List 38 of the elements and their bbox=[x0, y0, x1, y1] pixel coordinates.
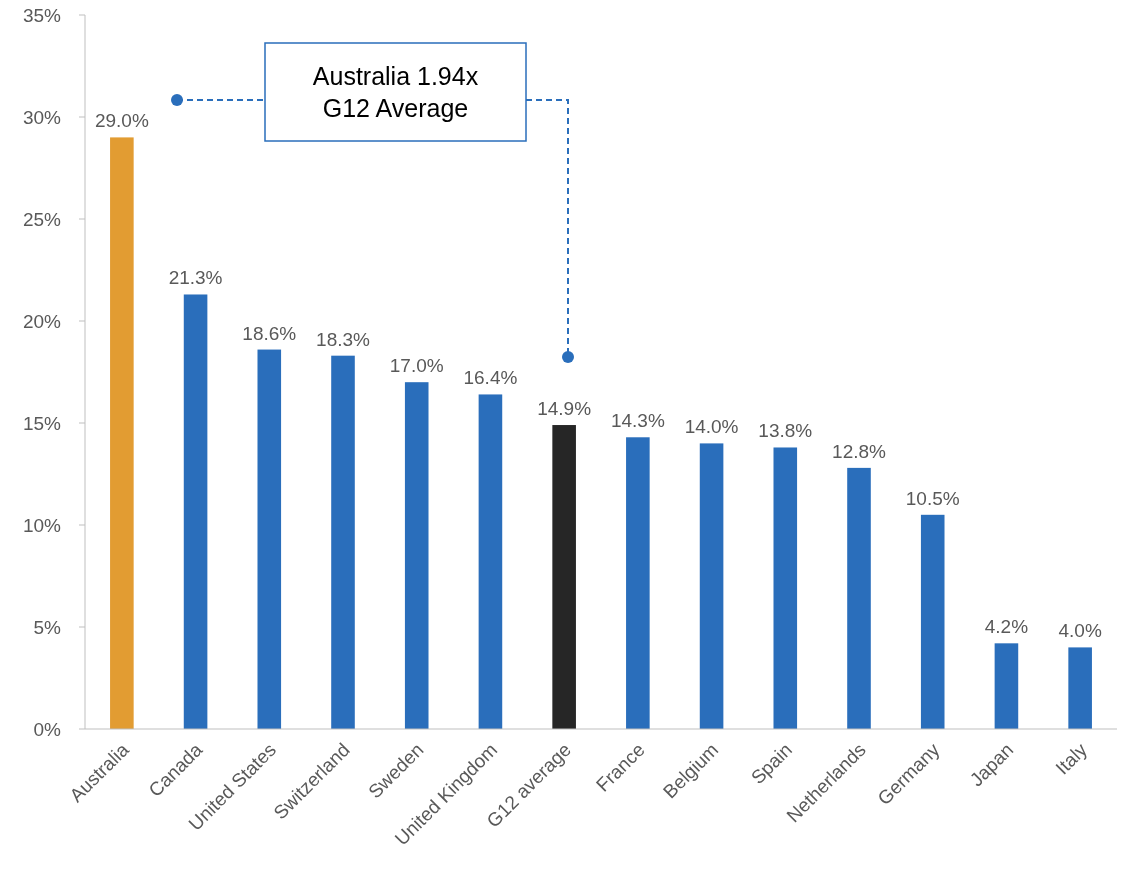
data-label: 21.3% bbox=[168, 267, 223, 289]
bar bbox=[478, 394, 503, 729]
bar bbox=[920, 514, 945, 729]
data-label: 14.9% bbox=[537, 398, 592, 420]
bar bbox=[331, 355, 355, 729]
y-tick-label: 5% bbox=[33, 616, 62, 638]
data-label: 12.8% bbox=[832, 440, 887, 462]
y-tick-label: 30% bbox=[22, 106, 62, 128]
bar bbox=[257, 349, 282, 729]
data-label: 4.2% bbox=[984, 616, 1029, 638]
x-tick-label: Italy bbox=[1051, 738, 1092, 779]
y-tick-label: 15% bbox=[22, 412, 62, 434]
bar bbox=[552, 425, 576, 729]
data-label: 16.4% bbox=[463, 367, 518, 389]
data-label: 14.3% bbox=[610, 410, 665, 432]
y-tick-label: 25% bbox=[22, 208, 62, 230]
y-tick-label: 10% bbox=[22, 514, 62, 536]
data-label: 18.6% bbox=[242, 322, 297, 344]
data-label: 4.0% bbox=[1058, 620, 1102, 642]
bar bbox=[773, 447, 798, 729]
data-label: 18.3% bbox=[316, 328, 371, 350]
bar bbox=[626, 437, 650, 729]
bar bbox=[1068, 647, 1092, 729]
bar bbox=[994, 643, 1019, 729]
bar bbox=[404, 382, 429, 729]
bar bbox=[110, 137, 134, 729]
y-tick-label: 20% bbox=[22, 310, 62, 332]
data-label: 10.5% bbox=[905, 487, 960, 509]
data-label: 17.0% bbox=[389, 355, 444, 377]
bar bbox=[699, 443, 724, 729]
bar bbox=[847, 467, 871, 729]
data-label: 29.0% bbox=[94, 110, 149, 132]
y-tick-label: 35% bbox=[22, 4, 62, 26]
y-tick-label: 0% bbox=[33, 718, 62, 740]
annotation: Australia 1.94x G12 Average bbox=[312, 62, 479, 122]
bar bbox=[183, 294, 208, 729]
data-label: 13.8% bbox=[758, 420, 813, 442]
data-label: 14.0% bbox=[684, 416, 739, 438]
